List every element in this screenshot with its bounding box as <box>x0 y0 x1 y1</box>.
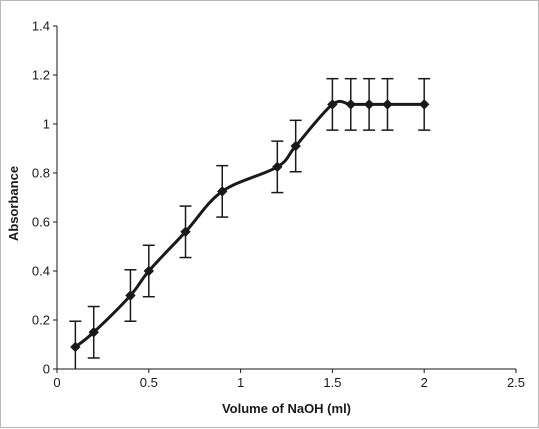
data-point <box>272 161 283 173</box>
ticks: 0 0.2 0.4 0.6 0.8 1 1.2 1.4 0 0.5 1 1.5 2 2.5 <box>32 19 525 391</box>
y-tick-label: 1.2 <box>32 68 50 83</box>
data-point <box>345 99 356 110</box>
data-point <box>217 186 228 197</box>
x-tick-label: 2.5 <box>507 375 525 390</box>
axes <box>56 26 516 370</box>
data-point <box>290 140 301 152</box>
markers <box>70 99 430 353</box>
y-axis-title: Absorbance <box>6 166 21 241</box>
x-axis-title: Volume of NaOH (ml) <box>222 401 351 416</box>
x-tick-label: 0 <box>53 375 60 390</box>
data-point <box>418 99 430 110</box>
x-tick-label: 1 <box>237 375 244 390</box>
data-point <box>88 327 99 338</box>
y-tick-label: 0.4 <box>32 264 50 279</box>
x-tick-label: 2 <box>421 375 428 390</box>
x-tick-label: 0.5 <box>140 375 158 390</box>
error-bars <box>69 77 431 369</box>
data-point <box>327 99 338 110</box>
data-point <box>180 226 191 238</box>
y-tick-label: 1 <box>43 117 50 132</box>
data-point <box>382 99 393 110</box>
y-tick-label: 1.4 <box>32 19 50 34</box>
x-tick-label: 1.5 <box>323 375 341 390</box>
y-tick-label: 0 <box>43 362 50 377</box>
y-tick-label: 0.6 <box>32 215 50 230</box>
y-tick-label: 0.2 <box>32 313 50 328</box>
y-tick-label: 0.8 <box>32 166 50 181</box>
data-point <box>125 290 136 301</box>
data-point <box>363 99 375 110</box>
data-point <box>143 265 155 277</box>
series-line <box>74 99 425 349</box>
data-point <box>70 341 81 353</box>
